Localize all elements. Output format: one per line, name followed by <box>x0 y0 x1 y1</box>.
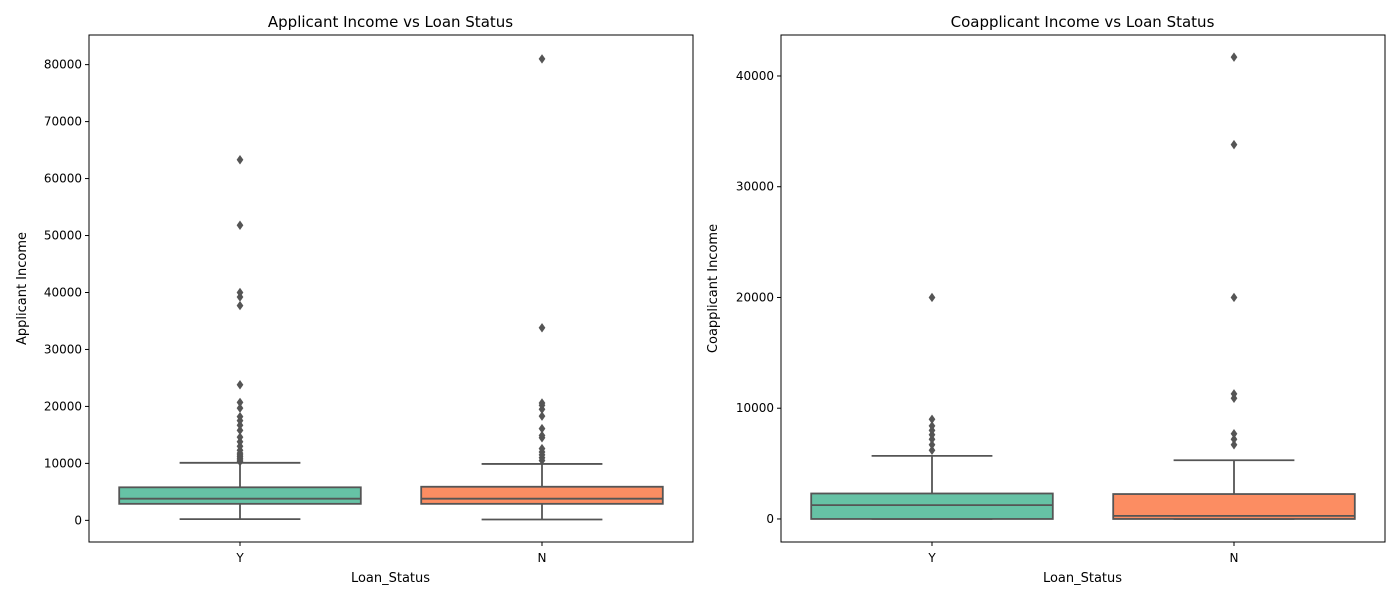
coapplicant-income-chart: Coapplicant Income vs Loan Status 0 10000… <box>706 13 1386 586</box>
chart-title: Coapplicant Income vs Loan Status <box>951 13 1215 31</box>
outlier-point <box>538 323 546 333</box>
outlier-point <box>236 397 244 408</box>
y-tick-label: 60000 <box>44 172 82 186</box>
outlier-point <box>928 414 936 425</box>
y-tick-label: 50000 <box>44 229 82 243</box>
box-body <box>420 485 664 505</box>
box-body <box>810 492 1054 520</box>
box-N <box>420 54 664 521</box>
y-tick-label: 20000 <box>44 399 82 413</box>
y-tick-label: 40000 <box>44 285 82 299</box>
x-axis-label: Loan_Status <box>351 571 430 586</box>
outlier-point <box>236 155 244 165</box>
y-tick-label: 0 <box>74 513 82 527</box>
boxes <box>810 52 1356 520</box>
outlier-point <box>538 398 546 408</box>
outlier-point <box>236 287 244 298</box>
outlier-point <box>1230 428 1238 439</box>
outlier-point <box>1230 52 1238 62</box>
outlier-point <box>236 220 244 230</box>
outlier-point <box>236 411 244 422</box>
outlier-point <box>236 403 244 413</box>
outlier-point <box>538 54 546 64</box>
outlier-point <box>538 411 546 421</box>
outlier-point <box>1230 292 1238 303</box>
y-tick-label: 30000 <box>44 342 82 356</box>
y-tick-label: 10000 <box>736 401 774 415</box>
box-Y <box>118 155 362 521</box>
outlier-point <box>236 425 244 436</box>
box-Y <box>810 292 1054 520</box>
x-tick-label: N <box>538 551 547 565</box>
y-tick-label: 80000 <box>44 58 82 72</box>
y-tick-label: 20000 <box>736 290 774 304</box>
y-ticks: 0 10000 20000 30000 40000 50000 60000 70000 8000… <box>44 58 89 527</box>
y-ticks: 0 10000 20000 30000 40000 <box>736 69 781 526</box>
y-axis-label: Applicant Income <box>15 232 30 345</box>
x-tick-label: Y <box>235 551 244 565</box>
box-N <box>1112 52 1356 520</box>
outlier-point <box>236 432 244 442</box>
y-tick-label: 40000 <box>736 69 774 83</box>
outlier-point <box>928 440 936 450</box>
outlier-point <box>1230 139 1238 150</box>
box-body <box>1112 493 1356 520</box>
x-tick-label: N <box>1230 551 1239 565</box>
outlier-point <box>538 423 546 434</box>
boxes <box>118 54 664 521</box>
outlier-point <box>538 430 546 441</box>
y-tick-label: 0 <box>766 512 774 526</box>
outlier-point <box>538 443 546 454</box>
x-tick-label: Y <box>927 551 936 565</box>
outlier-point <box>928 445 936 456</box>
y-tick-label: 70000 <box>44 115 82 129</box>
y-tick-label: 30000 <box>736 180 774 194</box>
plot-area <box>88 34 694 543</box>
outlier-point <box>236 380 244 390</box>
box-body <box>118 486 362 505</box>
y-tick-label: 10000 <box>44 456 82 470</box>
outlier-point <box>1230 389 1238 399</box>
chart-title: Applicant Income vs Loan Status <box>268 13 513 31</box>
outlier-point <box>1230 434 1238 444</box>
outlier-point <box>236 300 244 311</box>
y-axis-label: Coapplicant Income <box>706 224 721 353</box>
x-axis-label: Loan_Status <box>1043 571 1122 586</box>
applicant-income-chart: Applicant Income vs Loan Status 0 10000 20… <box>15 13 694 586</box>
outlier-point <box>928 421 936 431</box>
outlier-point <box>1230 440 1238 450</box>
plot-area <box>780 34 1386 543</box>
outlier-point <box>928 292 936 303</box>
